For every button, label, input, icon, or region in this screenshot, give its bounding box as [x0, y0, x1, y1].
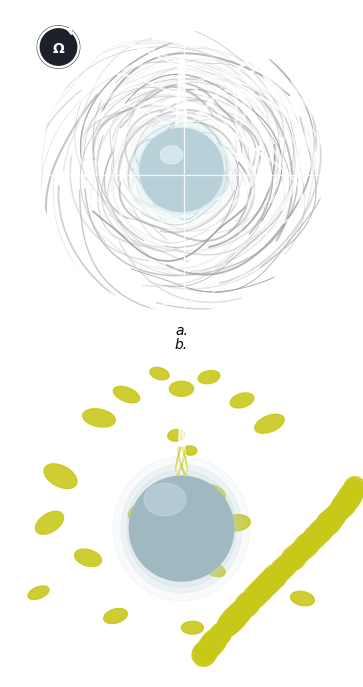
Ellipse shape: [28, 586, 49, 600]
Ellipse shape: [44, 464, 77, 488]
Ellipse shape: [113, 386, 140, 403]
Circle shape: [133, 122, 230, 218]
Ellipse shape: [198, 370, 220, 384]
Ellipse shape: [113, 456, 250, 601]
Ellipse shape: [144, 483, 186, 516]
Ellipse shape: [126, 471, 237, 587]
Ellipse shape: [129, 476, 234, 581]
Ellipse shape: [154, 555, 176, 572]
Ellipse shape: [121, 464, 242, 593]
Ellipse shape: [223, 515, 250, 531]
Ellipse shape: [255, 414, 284, 433]
Ellipse shape: [182, 621, 204, 634]
Ellipse shape: [204, 562, 225, 576]
Ellipse shape: [128, 502, 158, 521]
Ellipse shape: [193, 484, 225, 504]
Ellipse shape: [170, 381, 193, 396]
Ellipse shape: [74, 549, 101, 567]
Ellipse shape: [168, 429, 184, 441]
Ellipse shape: [104, 609, 127, 624]
Ellipse shape: [290, 592, 314, 606]
Text: b.: b.: [175, 338, 188, 352]
Circle shape: [37, 26, 79, 68]
Ellipse shape: [184, 446, 197, 455]
Circle shape: [137, 126, 226, 214]
Ellipse shape: [36, 511, 64, 534]
Circle shape: [139, 128, 224, 212]
Text: a.: a.: [175, 324, 188, 338]
Ellipse shape: [150, 368, 169, 380]
Circle shape: [126, 115, 237, 225]
Ellipse shape: [83, 409, 115, 427]
Text: Ω: Ω: [53, 42, 64, 56]
Ellipse shape: [230, 393, 254, 408]
Ellipse shape: [160, 146, 183, 164]
